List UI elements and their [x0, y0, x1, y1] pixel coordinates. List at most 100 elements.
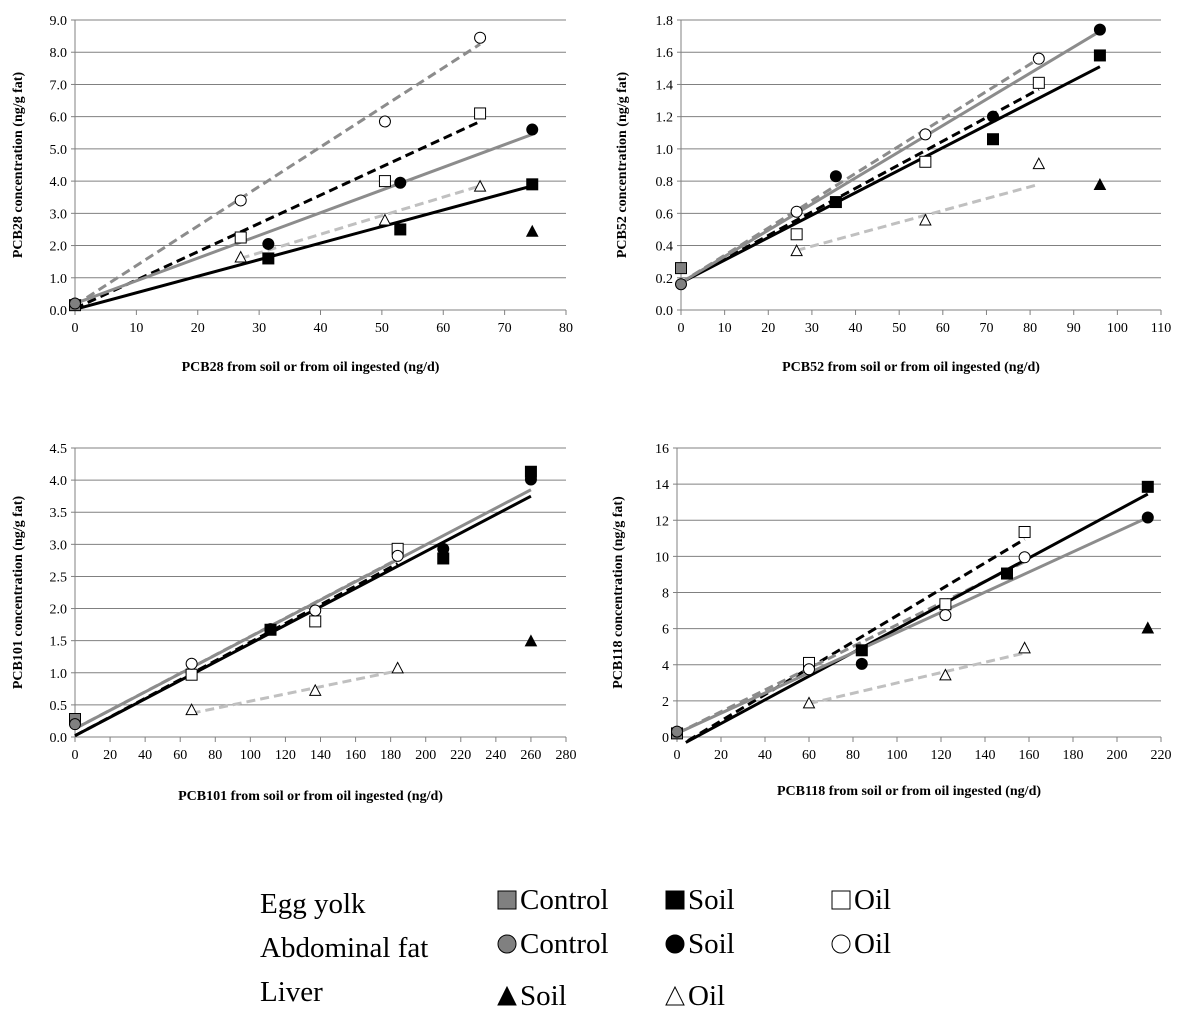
x-tick-label: 0 [674, 748, 681, 763]
y-tick-label: 4 [662, 659, 669, 674]
circle-marker-icon [665, 934, 685, 954]
x-tick-label: 0 [72, 321, 79, 336]
point-fat-control [69, 297, 81, 310]
y-tick-label: 4.0 [50, 474, 68, 489]
point-liver-oil [802, 696, 816, 709]
y-tick-label: 1.6 [656, 46, 674, 61]
trendline-egg-soil [74, 494, 532, 738]
y-tick-label: 8.0 [50, 46, 68, 61]
legend-entry-egg-control: Control [496, 884, 609, 916]
point-egg-soil [855, 644, 868, 657]
point-fat-soil [829, 170, 842, 183]
y-tick-label: 1.5 [50, 635, 68, 650]
square-marker-icon [831, 890, 851, 910]
y-tick-label: 6.0 [50, 111, 68, 126]
y-axis-title: PCB28 concentration (ng/g fat) [11, 72, 26, 259]
point-liver-oil [939, 668, 952, 681]
x-tick-label: 10 [129, 321, 143, 336]
point-liver-oil [919, 213, 932, 226]
x-tick-label: 140 [975, 748, 996, 763]
x-tick-label: 80 [1023, 321, 1037, 336]
point-egg-oil [939, 598, 952, 611]
x-tick-label: 220 [450, 748, 471, 763]
trendline-fat-soil [676, 516, 1149, 735]
x-tick-label: 60 [436, 321, 450, 336]
x-tick-label: 10 [718, 321, 732, 336]
y-tick-label: 3.5 [50, 506, 68, 521]
trendline-fat-soil [74, 132, 533, 305]
point-fat-oil [391, 549, 404, 562]
y-tick-label: 8 [662, 587, 669, 602]
x-tick-label: 200 [1107, 748, 1128, 763]
point-fat-soil [1093, 23, 1106, 36]
y-tick-label: 16 [655, 442, 669, 457]
trendline-fat-oil [74, 42, 481, 307]
chart-2: 0.0 0.2 0.4 0.6 0.8 1.0 1.2 1.4 1.6 1.8 0 10 20 30 40 5… [615, 14, 1171, 375]
point-fat-control [675, 278, 687, 291]
y-tick-label: 6 [662, 623, 669, 638]
x-tick-label: 180 [380, 748, 401, 763]
x-tick-label: 140 [310, 748, 331, 763]
x-tick-label: 50 [375, 321, 389, 336]
point-liver-oil [1018, 641, 1031, 654]
y-tick-label: 0.2 [656, 272, 674, 287]
x-tick-label: 0 [678, 321, 685, 336]
y-tick-label: 10 [655, 550, 669, 565]
point-fat-soil [262, 237, 275, 250]
x-tick-label: 20 [714, 748, 728, 763]
legend-entry-label: Soil [688, 884, 735, 916]
point-fat-soil [524, 473, 537, 486]
y-tick-label: 0.0 [50, 731, 68, 746]
point-fat-oil [803, 663, 815, 676]
legend-entry-fat-oil: Oil [830, 928, 891, 960]
x-tick-label: 30 [805, 321, 819, 336]
point-egg-soil [987, 133, 999, 146]
legend-entry-label: Soil [520, 980, 567, 1012]
point-liver-soil [1093, 178, 1107, 191]
point-liver-soil [1141, 621, 1155, 634]
point-fat-oil [790, 205, 803, 218]
x-tick-label: 120 [931, 748, 952, 763]
y-axis-title: PCB101 concentration (ng/g fat) [11, 496, 26, 690]
point-fat-soil [526, 123, 539, 136]
x-tick-label: 260 [520, 748, 541, 763]
square-marker-icon [497, 890, 517, 910]
legend-entry-egg-soil: Soil [664, 884, 735, 916]
legend: Egg yolk Control Soil Oil Abdominal fat Contr… [260, 880, 960, 1012]
point-fat-oil [474, 31, 487, 44]
y-tick-label: 5.0 [50, 143, 68, 158]
point-fat-control [69, 718, 81, 731]
x-tick-label: 60 [802, 748, 816, 763]
square-marker-icon [665, 890, 685, 910]
chart-1: 0.0 1.0 2.0 3.0 4.0 5.0 6.0 7.0 8.0 9.0 0 10 20 30 40 5… [11, 14, 573, 375]
point-liver-oil [391, 661, 404, 674]
y-tick-label: 12 [655, 514, 669, 529]
point-liver-oil [185, 703, 198, 716]
point-egg-oil [378, 175, 391, 188]
point-egg-soil [394, 223, 407, 236]
x-tick-label: 120 [275, 748, 296, 763]
x-axis-title: PCB52 from soil or from oil ingested (ng… [782, 360, 1040, 375]
point-egg-oil [1032, 76, 1045, 89]
y-tick-label: 1.0 [50, 272, 68, 287]
trendline-fat-soil [680, 29, 1101, 284]
point-fat-soil [987, 110, 999, 123]
y-tick-label: 1.4 [656, 78, 674, 93]
point-fat-oil [378, 115, 391, 128]
y-tick-label: 1.0 [50, 667, 68, 682]
x-tick-label: 20 [191, 321, 205, 336]
point-liver-oil [790, 244, 803, 257]
legend-entry-label: Control [520, 928, 609, 960]
y-tick-label: 9.0 [50, 14, 68, 29]
point-liver-soil [525, 224, 539, 237]
y-tick-label: 1.8 [656, 14, 674, 29]
trendline-egg-soil [680, 65, 1101, 284]
trendline-liver-oil [796, 182, 1040, 252]
point-egg-soil [1093, 49, 1106, 62]
legend-entry-label: Control [520, 884, 609, 916]
circle-marker-icon [831, 934, 851, 954]
x-tick-label: 200 [415, 748, 436, 763]
x-tick-label: 70 [498, 321, 512, 336]
x-tick-label: 240 [485, 748, 506, 763]
